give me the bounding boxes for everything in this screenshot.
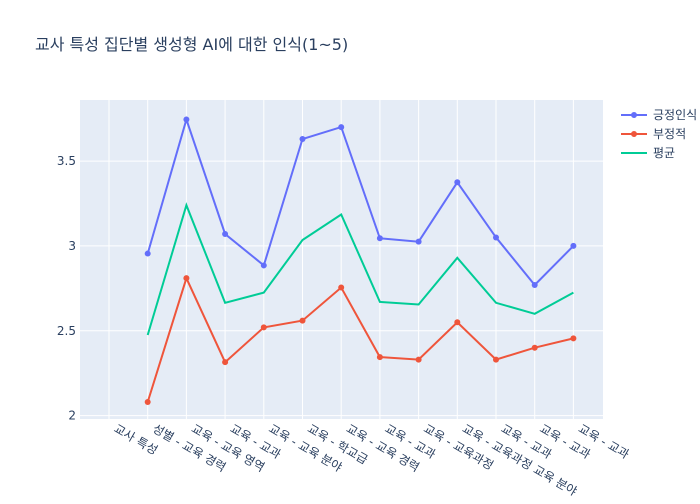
data-point[interactable] xyxy=(570,242,577,249)
data-point[interactable] xyxy=(338,284,345,291)
legend-swatch-marker xyxy=(631,112,637,118)
data-point[interactable] xyxy=(183,275,190,282)
data-point[interactable] xyxy=(376,354,383,361)
x-tick-label: 교사 특성 xyxy=(112,421,161,457)
chart-title: 교사 특성 집단별 생성형 AI에 대한 인식(1~5) xyxy=(35,35,348,54)
data-point[interactable] xyxy=(299,317,306,324)
legend-label: 평균 xyxy=(653,146,675,160)
series-2 xyxy=(144,275,577,406)
legend-item[interactable]: 긍정인식 xyxy=(621,108,697,122)
series-line xyxy=(146,275,574,403)
gridlines xyxy=(80,100,603,419)
legend-item[interactable]: 부정적 xyxy=(621,127,686,141)
data-point[interactable] xyxy=(144,250,151,257)
data-point[interactable] xyxy=(299,136,306,143)
data-point[interactable] xyxy=(454,319,461,326)
series-line xyxy=(146,202,574,336)
series-1 xyxy=(144,116,577,288)
data-point[interactable] xyxy=(260,324,267,331)
legend-label: 긍정인식 xyxy=(653,108,697,122)
y-tick-label: 3.5 xyxy=(57,154,76,168)
data-point[interactable] xyxy=(222,231,229,238)
data-point[interactable] xyxy=(144,399,151,406)
data-point[interactable] xyxy=(493,234,499,241)
data-point[interactable] xyxy=(531,281,538,288)
data-point[interactable] xyxy=(493,356,499,363)
y-tick-label: 3 xyxy=(68,239,76,253)
y-tick-label: 2 xyxy=(68,409,76,423)
data-point[interactable] xyxy=(454,179,461,186)
data-point[interactable] xyxy=(338,124,345,131)
y-axis-ticks: 2 2.5 3 3.5 xyxy=(57,154,76,423)
data-point[interactable] xyxy=(222,359,229,366)
data-point[interactable] xyxy=(415,356,422,363)
series-line xyxy=(146,116,575,287)
legend-label: 부정적 xyxy=(653,127,686,141)
data-point[interactable] xyxy=(260,262,267,269)
data-point[interactable] xyxy=(570,335,577,342)
data-point[interactable] xyxy=(531,344,538,351)
data-point[interactable] xyxy=(415,238,422,245)
legend-swatch-marker xyxy=(631,131,637,137)
series-group xyxy=(144,116,577,406)
y-tick-label: 2.5 xyxy=(57,324,76,338)
legend-item[interactable]: 평균 xyxy=(621,146,675,160)
data-point[interactable] xyxy=(183,116,190,123)
data-point[interactable] xyxy=(376,235,383,242)
series-3 xyxy=(146,202,574,336)
